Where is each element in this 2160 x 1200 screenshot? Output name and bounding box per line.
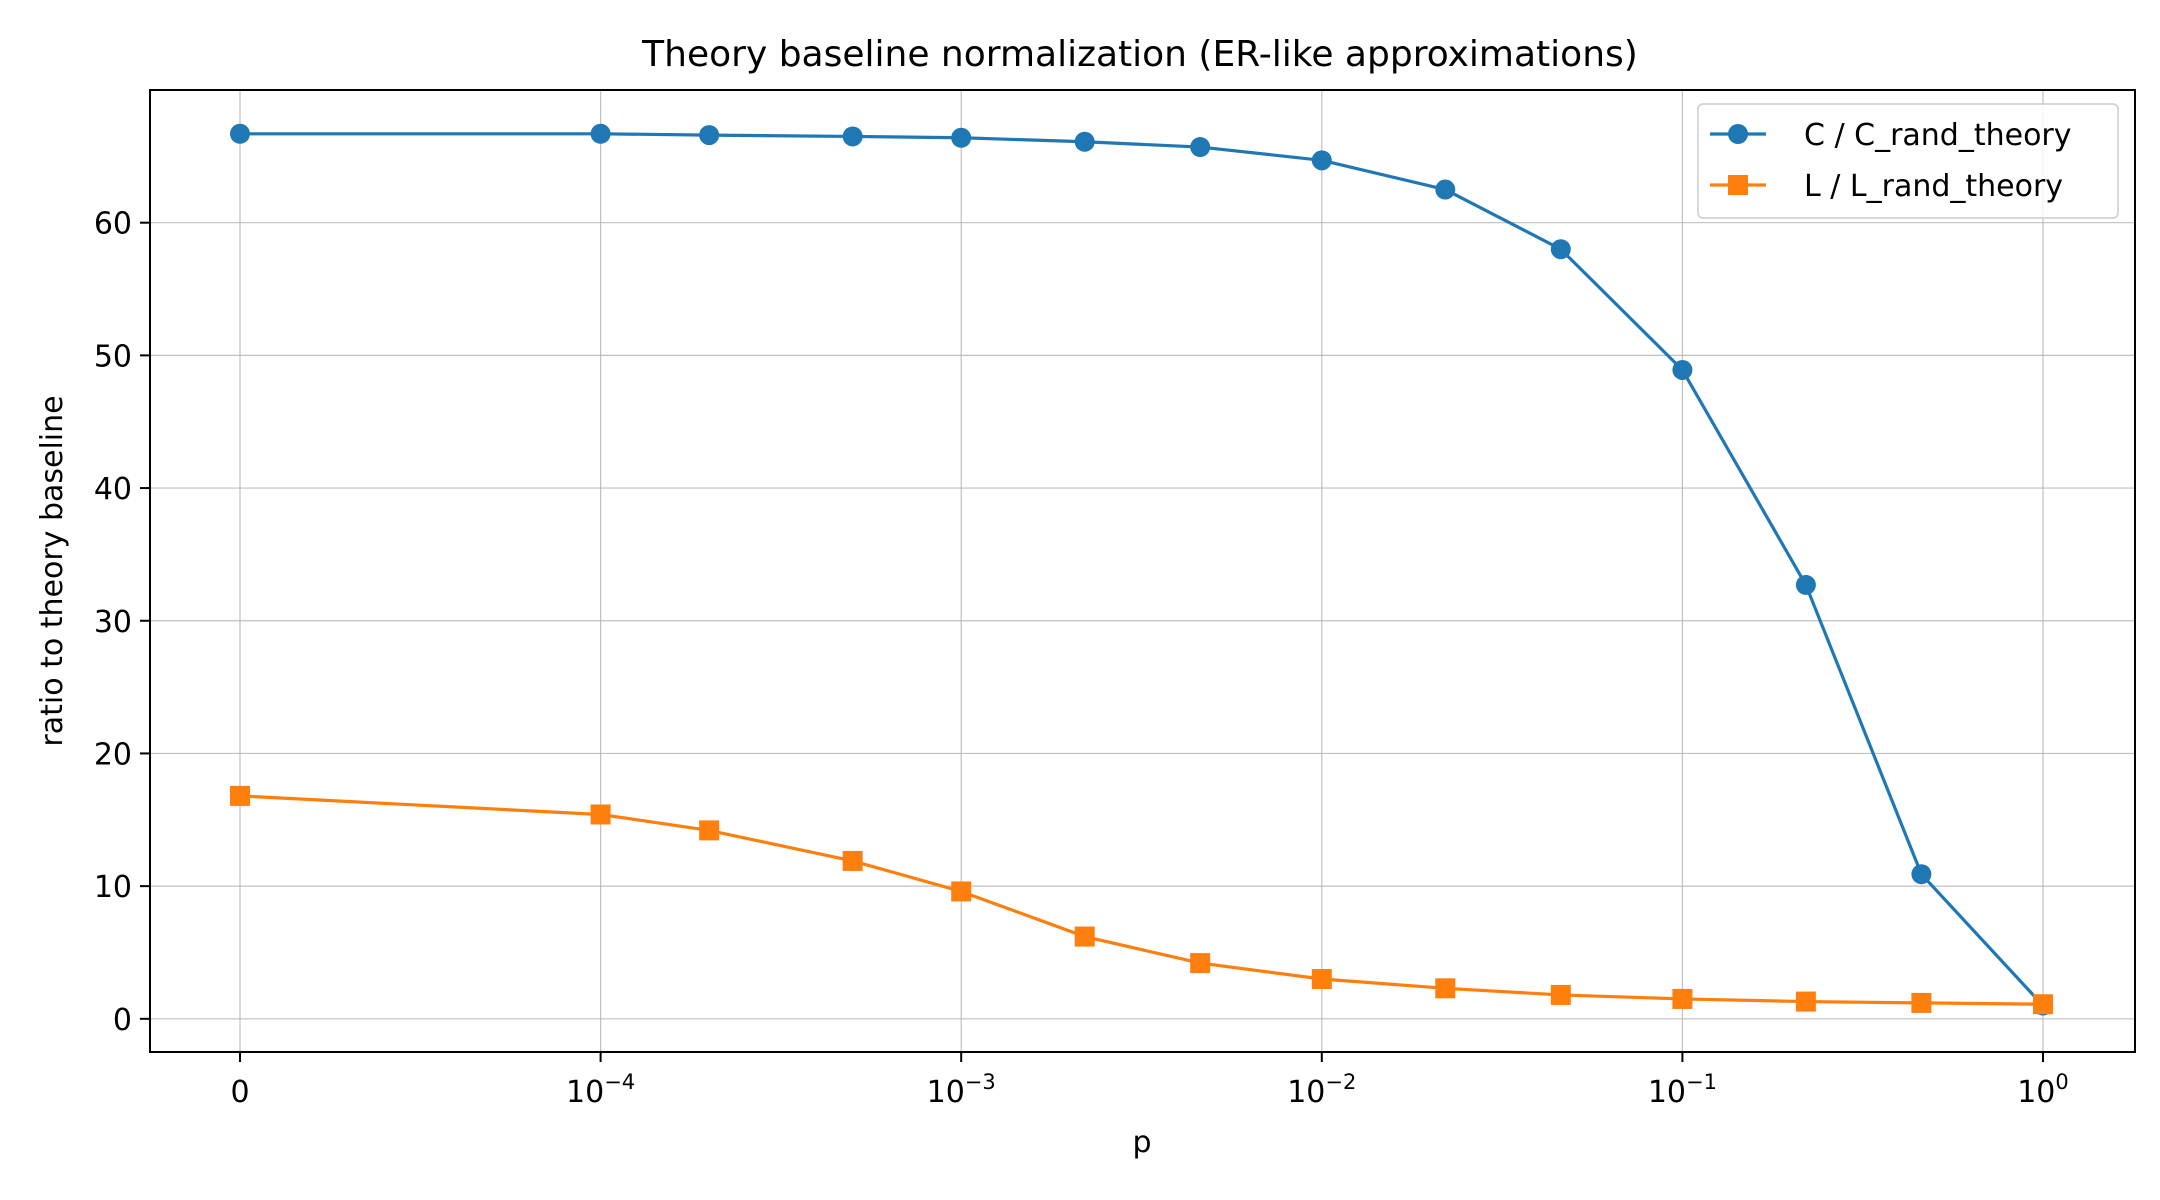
data-point [1795, 991, 1816, 1012]
x-tick-label: 10−3 [927, 1070, 996, 1110]
series-line [240, 132, 2045, 1007]
data-point [590, 123, 611, 144]
data-point [1911, 992, 1932, 1013]
plot-series [230, 123, 2053, 1016]
x-tick-label: 100 [2017, 1070, 2069, 1110]
data-point [1435, 179, 1456, 200]
legend-marker [1728, 124, 1748, 144]
data-point [1074, 926, 1095, 947]
x-axis-label: p [1132, 1125, 1151, 1160]
legend-label: C / C_rand_theory [1804, 118, 2072, 153]
data-point [230, 123, 250, 144]
data-point [230, 785, 250, 806]
data-point [1550, 984, 1571, 1005]
data-point [1190, 953, 1211, 974]
series-line [239, 794, 2044, 1006]
data-point [2033, 994, 2053, 1015]
data-point [1550, 239, 1571, 260]
data-point [1074, 131, 1095, 152]
y-tick-label: 0 [113, 1003, 132, 1038]
x-tick-label: 10−2 [1287, 1070, 1356, 1110]
legend-marker [1728, 175, 1748, 195]
data-point [699, 125, 720, 146]
chart-title: Theory baseline normalization (ER-like a… [641, 34, 1638, 75]
y-tick-label: 40 [94, 472, 132, 507]
x-tick-label: 10−1 [1648, 1070, 1717, 1110]
data-point [1190, 137, 1211, 158]
grid [150, 90, 2135, 1052]
data-point [1795, 574, 1816, 595]
data-point [590, 804, 611, 825]
y-tick-label: 60 [94, 207, 132, 242]
y-tick-label: 50 [94, 339, 132, 374]
legend-label: L / L_rand_theory [1804, 169, 2063, 204]
data-point [699, 820, 720, 841]
data-point [842, 850, 863, 871]
data-point [1311, 150, 1332, 171]
y-tick-label: 10 [94, 870, 132, 905]
legend-box [1697, 103, 2119, 219]
data-point [1672, 988, 1693, 1009]
data-point [842, 126, 863, 147]
y-axis-label: ratio to theory baseline [35, 395, 70, 746]
data-point [951, 881, 972, 902]
data-point [1672, 359, 1693, 380]
data-point [1311, 969, 1332, 990]
x-tick-label: 10−4 [566, 1070, 635, 1110]
plot-frame [149, 89, 2136, 1053]
x-tick-label: 0 [230, 1075, 249, 1110]
legend: C / C_rand_theory L / L_rand_theory [1697, 103, 2119, 219]
data-point [951, 127, 972, 148]
axis-ticks: 0 10−4 10−3 10−2 10−1 100 0 10 20 30 40 50 60 [94, 207, 2069, 1110]
y-tick-label: 20 [94, 737, 132, 772]
y-tick-label: 30 [94, 605, 132, 640]
data-point [1435, 978, 1456, 999]
data-point [1911, 864, 1932, 885]
